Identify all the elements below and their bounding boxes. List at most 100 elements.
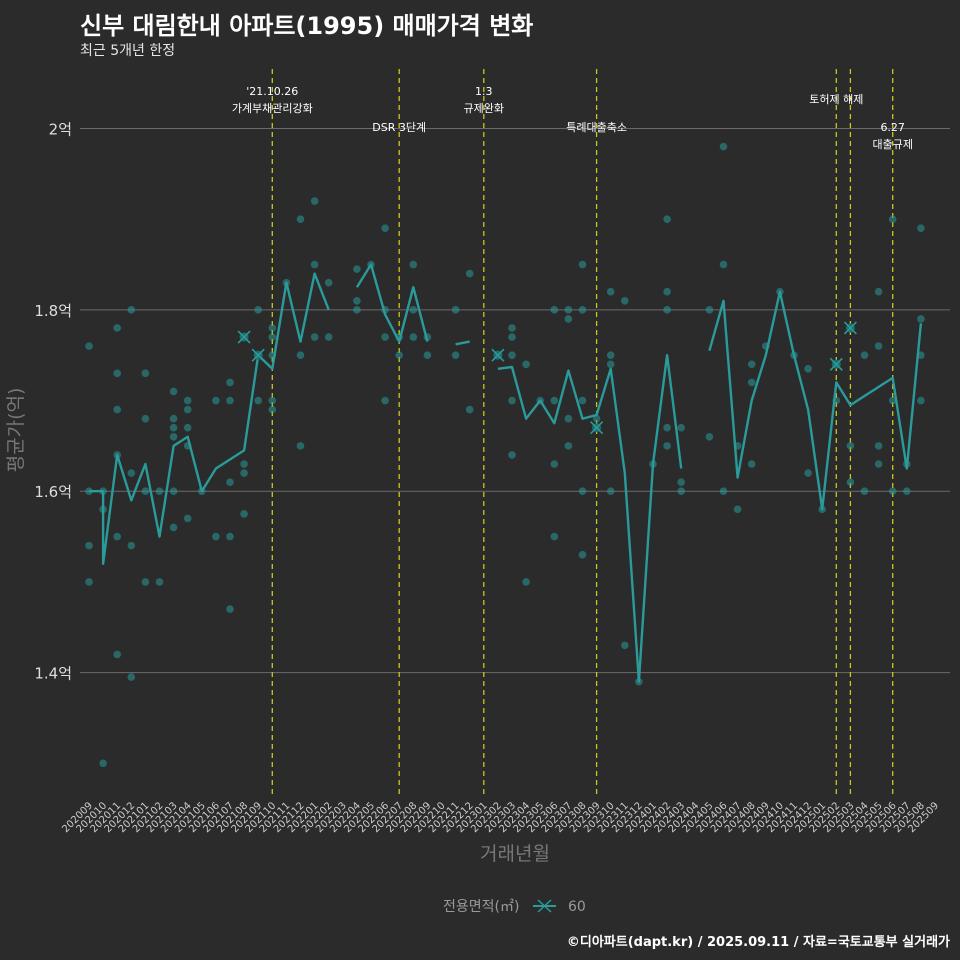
max-marker-x-5: [843, 321, 857, 335]
data-point-151: [888, 487, 897, 496]
data-point-48: [254, 396, 262, 405]
data-point-119: [677, 423, 685, 432]
data-point-11: [113, 532, 121, 541]
annotation-label-6-1: 대출규제: [872, 138, 912, 151]
annotation-label-4-0: 토허제 해제: [809, 92, 863, 106]
data-point-120: [677, 478, 685, 486]
max-marker-x-3: [590, 421, 604, 435]
data-point-121: [677, 487, 685, 496]
legend-x-swatch: [537, 899, 552, 913]
data-point-50: [268, 333, 277, 341]
data-point-22: [155, 578, 164, 586]
data-point-108: [606, 360, 615, 369]
data-point-95: [564, 306, 573, 314]
data-point-44: [240, 469, 248, 477]
data-point-65: [353, 306, 361, 314]
data-point-102: [578, 487, 587, 496]
data-point-115: [663, 287, 671, 296]
data-point-109: [606, 487, 615, 496]
data-point-2: [85, 541, 93, 550]
legend: 전용면적(㎡) 60: [443, 899, 586, 915]
data-point-21: [155, 487, 164, 496]
data-point-24: [169, 414, 178, 423]
data-point-143: [860, 351, 869, 359]
data-point-33: [183, 514, 192, 523]
data-point-98: [564, 442, 573, 450]
data-point-55: [296, 215, 305, 223]
data-point-107: [606, 351, 615, 359]
y-tick-label-2: 1.8억: [34, 302, 72, 320]
chart-title: 신부 대림한내 아파트(1995) 매매가격 변화: [80, 12, 534, 40]
annotation-label-1-0: DSR 3단계: [372, 121, 426, 134]
data-point-49: [268, 324, 277, 332]
data-point-64: [353, 296, 361, 305]
data-point-14: [127, 469, 136, 477]
data-point-9: [113, 405, 121, 414]
data-point-142: [846, 478, 855, 486]
data-point-99: [578, 260, 587, 269]
data-point-89: [522, 578, 530, 586]
data-point-8: [113, 369, 121, 378]
data-point-38: [226, 396, 234, 405]
data-point-15: [127, 541, 136, 550]
series-line: [89, 263, 923, 683]
data-point-46: [254, 306, 262, 314]
data-point-45: [240, 510, 248, 518]
data-point-77: [423, 351, 432, 359]
y-tick-label-3: 2억: [49, 120, 72, 138]
data-point-70: [381, 396, 389, 405]
data-point-62: [324, 333, 333, 341]
data-point-104: [592, 414, 601, 423]
data-point-61: [324, 278, 333, 287]
series-line-segment-2: [455, 340, 470, 346]
data-point-141: [846, 442, 855, 450]
data-point-67: [381, 224, 389, 233]
data-point-7: [113, 324, 121, 332]
data-point-153: [903, 487, 911, 496]
data-point-101: [578, 396, 587, 405]
data-point-146: [874, 342, 883, 350]
data-point-16: [127, 673, 136, 681]
data-point-18: [141, 414, 150, 423]
data-point-74: [409, 306, 418, 314]
max-marker-x-2: [491, 348, 505, 362]
data-point-96: [564, 315, 573, 323]
data-point-94: [550, 532, 559, 541]
data-point-53: [268, 405, 277, 414]
legend-label-60: 60: [568, 899, 586, 915]
policy-lines: [271, 69, 894, 795]
data-point-57: [296, 442, 305, 450]
data-point-40: [226, 532, 234, 541]
data-point-25: [169, 423, 178, 432]
data-point-80: [465, 269, 474, 278]
data-point-144: [860, 487, 869, 496]
data-point-83: [508, 324, 516, 332]
data-point-149: [888, 215, 897, 223]
chart-subtitle: 최근 5개년 한정: [80, 43, 176, 59]
data-point-84: [508, 333, 516, 341]
data-point-27: [169, 487, 178, 496]
data-point-130: [747, 378, 756, 387]
data-point-110: [621, 296, 629, 305]
x-tick-labels: 2020092020102020112020122021012021022021…: [60, 800, 941, 835]
annotation-label-2-1: 규제완화: [464, 102, 504, 115]
data-point-103: [578, 550, 587, 559]
data-point-154: [917, 224, 925, 233]
data-point-43: [240, 460, 248, 468]
data-point-0: [85, 342, 93, 350]
annotation-label-2-0: 1.3: [475, 85, 493, 98]
data-point-91: [550, 306, 559, 314]
annotation-label-0-1: 가계부채관리강화: [232, 102, 313, 115]
data-point-78: [451, 306, 460, 314]
data-point-17: [141, 369, 150, 378]
annotation-label-0-0: '21.10.26: [246, 85, 298, 98]
data-point-4: [99, 759, 107, 768]
data-point-111: [621, 641, 629, 650]
y-axis-title: 평균가(억): [5, 388, 27, 473]
max-markers: [237, 321, 857, 435]
y-tick-label-1: 1.6억: [34, 483, 72, 501]
data-point-116: [663, 306, 671, 314]
data-point-123: [705, 433, 714, 441]
data-point-79: [451, 351, 460, 359]
data-point-86: [508, 396, 516, 405]
